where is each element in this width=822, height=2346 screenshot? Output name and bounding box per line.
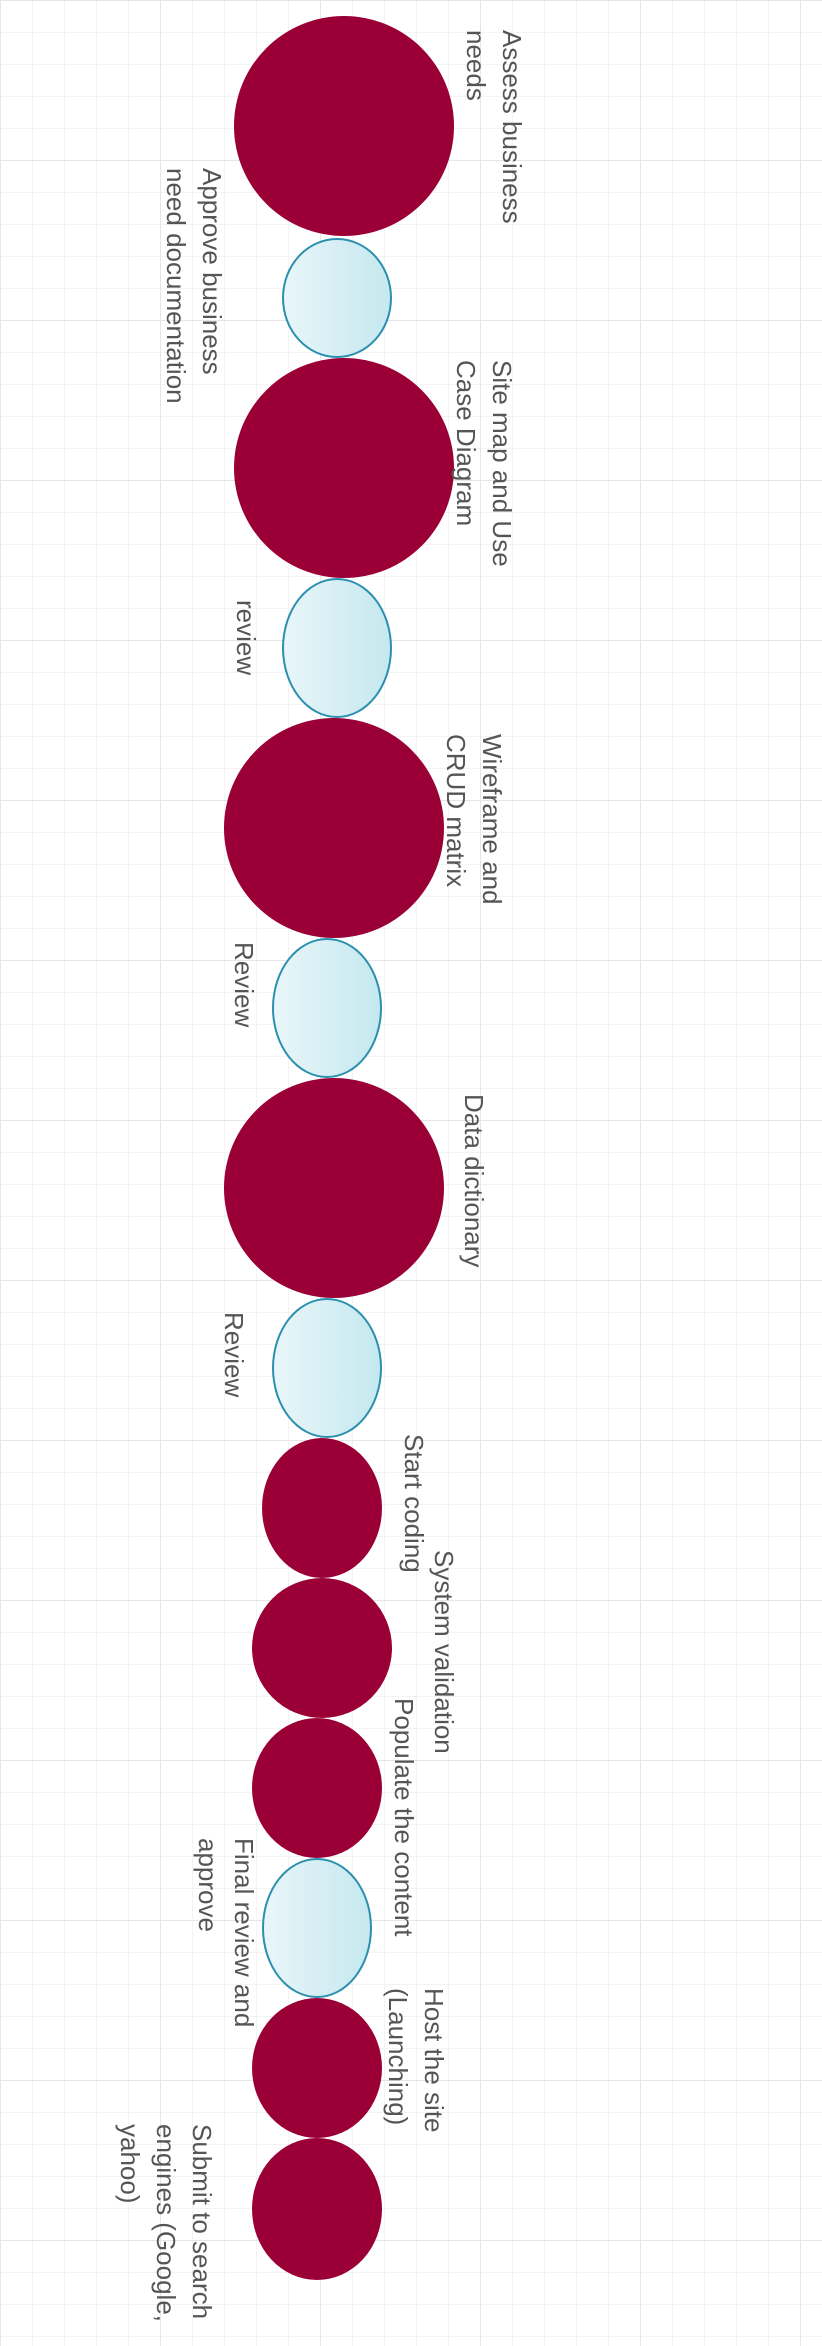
node-review-1 (282, 578, 392, 718)
node-host-the-site (252, 1998, 382, 2138)
label-line: Final review and (229, 1838, 259, 2028)
label-review-2: Review (226, 942, 262, 1027)
label-line: approve (193, 1838, 223, 1932)
label-submit-to-search-engines: Submit to search engines (Google, yahoo) (112, 2124, 220, 2322)
node-site-map-and-use-case-diagram (234, 358, 454, 578)
label-system-validation: System validation (426, 1550, 462, 1754)
label-start-coding: Start coding (396, 1434, 432, 1573)
label-line: Site map and Use (487, 360, 517, 567)
label-line: needs (461, 30, 491, 101)
label-line: Populate the content (389, 1698, 419, 1937)
node-system-validation (252, 1578, 392, 1718)
label-line: CRUD matrix (441, 734, 471, 888)
label-line: engines (Google, (151, 2124, 181, 2323)
node-wireframe-and-crud-matrix (224, 718, 444, 938)
label-line: yahoo) (115, 2124, 145, 2204)
node-review-3 (272, 1298, 382, 1438)
node-approve-business-need-documentation (282, 238, 392, 358)
label-line: (Launching) (383, 1988, 413, 2126)
label-line: review (231, 600, 261, 676)
label-line: Submit to search (187, 2124, 217, 2320)
label-populate-the-content: Populate the content (386, 1698, 422, 1937)
label-line: System validation (429, 1550, 459, 1754)
label-review-1: review (228, 600, 264, 675)
node-final-review-and-approve (262, 1858, 372, 1998)
label-line: Assess business (497, 30, 527, 224)
label-assess-business-needs: Assess business needs (458, 30, 530, 224)
node-data-dictionary (224, 1078, 444, 1298)
label-line: Start coding (399, 1434, 429, 1573)
label-line: Review (219, 1312, 249, 1398)
node-review-2 (272, 938, 382, 1078)
label-line: Approve business (197, 168, 227, 375)
label-line: Case Diagram (451, 360, 481, 527)
node-assess-business-needs (234, 16, 454, 236)
label-approve-business-need-documentation: Approve business need documentation (158, 168, 230, 404)
label-line: need documentation (161, 168, 191, 404)
node-populate-the-content (252, 1718, 382, 1858)
label-final-review-and-approve: Final review and approve (190, 1838, 262, 2027)
label-site-map-and-use-case-diagram: Site map and Use Case Diagram (448, 360, 520, 567)
label-line: Host the site (419, 1988, 449, 2133)
label-wireframe-and-crud-matrix: Wireframe and CRUD matrix (438, 734, 510, 905)
label-line: Data dictionary (459, 1094, 489, 1268)
label-host-the-site: Host the site (Launching) (380, 1988, 452, 2133)
label-line: Review (229, 942, 259, 1028)
node-submit-to-search-engines (252, 2138, 382, 2280)
label-data-dictionary: Data dictionary (456, 1094, 492, 1267)
label-review-3: Review (216, 1312, 252, 1397)
label-line: Wireframe and (477, 734, 507, 905)
node-start-coding (262, 1438, 382, 1578)
